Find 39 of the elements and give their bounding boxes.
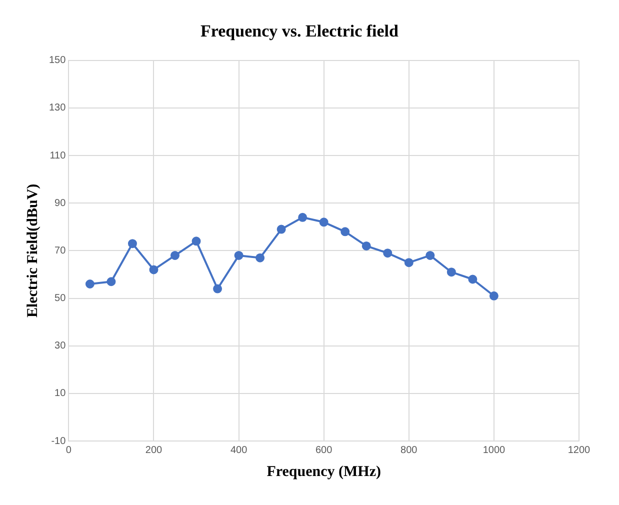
y-tick-label: 90 (54, 198, 66, 209)
point (404, 258, 414, 268)
point (489, 291, 498, 300)
point (128, 239, 137, 248)
point (383, 248, 392, 258)
point (319, 218, 328, 227)
y-tick-label: 110 (50, 150, 66, 162)
x-tick-label: 0 (66, 444, 72, 456)
x-tick-label: 1200 (568, 444, 591, 456)
point (298, 212, 308, 222)
point (256, 253, 265, 262)
point (106, 277, 116, 286)
point (446, 268, 456, 277)
y-tick-label: 150 (48, 55, 66, 66)
y-tick-label: 130 (48, 102, 66, 114)
y-tick-label: 10 (54, 388, 66, 400)
point (149, 265, 158, 274)
point (192, 236, 201, 246)
point (362, 241, 371, 250)
x-tick-label: 400 (230, 444, 248, 456)
x-tick-label: 800 (400, 444, 418, 456)
point (213, 284, 222, 294)
y-tick-label: 70 (54, 245, 66, 256)
y-tick-label: -10 (51, 436, 66, 447)
y-tick-label: 30 (54, 340, 66, 352)
point (426, 250, 435, 260)
y-axis-title: Electric Field(dBuV) (24, 184, 41, 318)
point (170, 250, 180, 260)
point (85, 280, 94, 289)
x-tick-label: 200 (145, 444, 163, 456)
chart-title: Frequency vs. Electric field (200, 22, 400, 41)
point (468, 274, 478, 284)
point (234, 250, 244, 260)
x-tick-label: 600 (316, 444, 333, 456)
point (340, 227, 350, 236)
x-tick-label: 1000 (482, 444, 506, 456)
y-tick-label: 50 (54, 293, 66, 304)
point (276, 224, 286, 234)
x-axis-title: Frequency (MHz) (266, 464, 381, 480)
